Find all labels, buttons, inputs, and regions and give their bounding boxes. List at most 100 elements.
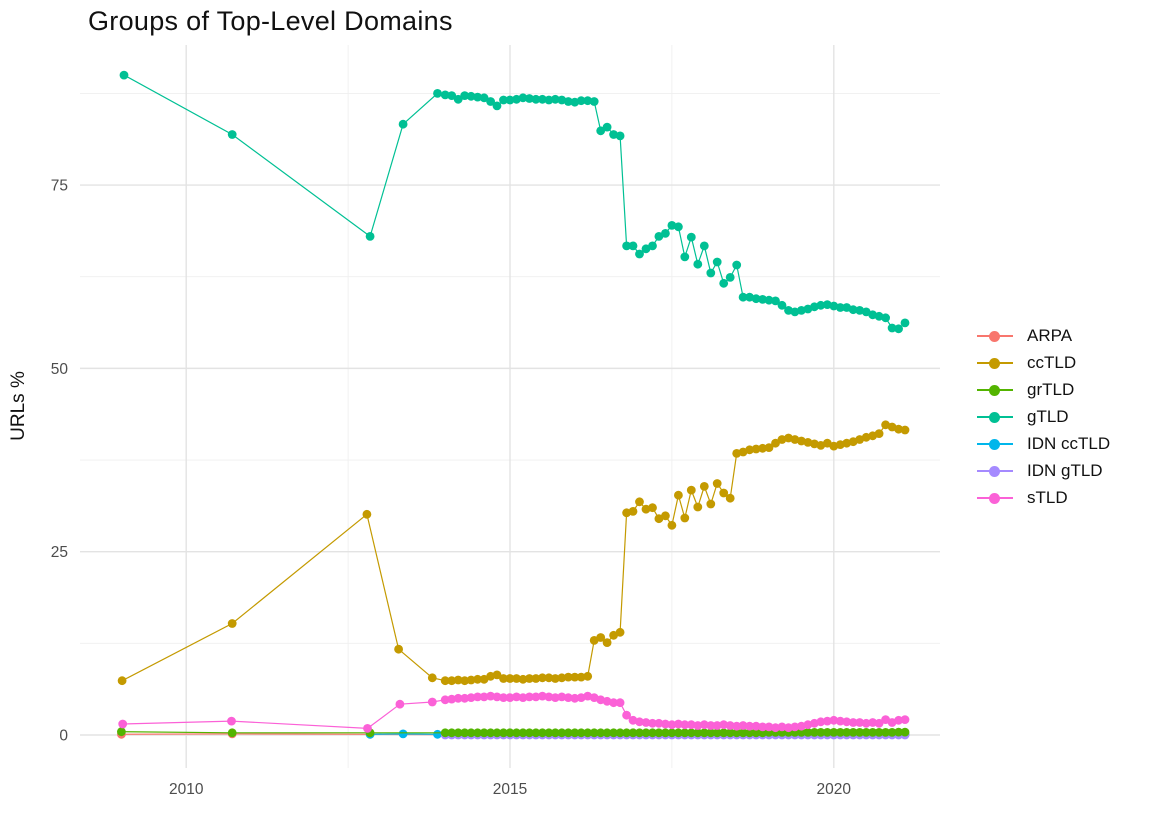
series-ccTLD-point xyxy=(745,445,754,455)
series-sTLD-point xyxy=(868,718,878,727)
series-sTLD-point xyxy=(395,699,405,709)
series-grTLD-point xyxy=(874,728,884,737)
series-grTLD-point xyxy=(486,728,495,738)
series-gTLD-point xyxy=(544,95,554,105)
series-grTLD-point xyxy=(570,728,580,738)
series-ccTLD-point xyxy=(525,674,534,683)
series-sTLD-point xyxy=(544,692,554,702)
series-sTLD-point xyxy=(505,693,515,702)
series-gTLD-point xyxy=(505,95,515,105)
series-sTLD-point xyxy=(512,692,521,702)
series-gTLD xyxy=(119,70,910,334)
series-sTLD-point xyxy=(654,718,664,728)
series-ccTLD-point xyxy=(596,633,606,642)
series-sTLD-point xyxy=(680,720,690,730)
series-ccTLD-point xyxy=(635,497,644,507)
series-sTLD-point xyxy=(855,718,865,727)
series-gTLD-point xyxy=(460,91,470,100)
series-grTLD-point xyxy=(473,728,482,738)
series-gTLD-point xyxy=(492,101,502,111)
series-sTLD-point xyxy=(363,724,372,733)
series-sTLD-point xyxy=(570,693,580,703)
series-grTLD-point xyxy=(492,728,502,738)
series-gTLD-point xyxy=(589,97,599,106)
series-sTLD-point xyxy=(732,721,742,731)
y-tick-label-0: 0 xyxy=(59,728,68,745)
series-grTLD-point xyxy=(745,728,754,738)
series-gTLD-point xyxy=(751,294,761,304)
legend-item-cctld: ccTLD xyxy=(977,353,1110,372)
series-grTLD-point xyxy=(576,728,586,738)
series-gTLD-point xyxy=(466,91,476,101)
series-grTLD-point xyxy=(635,728,644,738)
series-grTLD-point xyxy=(887,728,897,737)
series-gTLD-point xyxy=(661,229,670,238)
legend-item-idn-gtld: IDN gTLD xyxy=(977,461,1110,480)
legend-key-icon xyxy=(977,408,1013,426)
legend-item-gtld: gTLD xyxy=(977,407,1110,426)
series-ccTLD-point xyxy=(563,672,573,682)
series-gTLD-point xyxy=(848,305,858,315)
series-ccTLD-point xyxy=(544,673,554,683)
series-grTLD-point xyxy=(674,728,683,738)
series-sTLD-point xyxy=(829,715,839,725)
series-gTLD-point xyxy=(712,257,722,267)
series-grTLD-point xyxy=(518,728,528,738)
series-gTLD-point xyxy=(628,241,638,251)
series-ccTLD-point xyxy=(693,502,703,512)
series-ccTLD-point xyxy=(719,488,729,498)
series-gTLD-point xyxy=(440,90,450,100)
series-ccTLD-point xyxy=(725,493,735,503)
series-ccTLD-point xyxy=(894,424,903,434)
series-ccTLD-point xyxy=(874,429,884,438)
series-sTLD-point xyxy=(738,721,748,730)
legend-key-dot xyxy=(989,411,1000,423)
series-sTLD-point xyxy=(771,723,780,733)
series-grTLD-point xyxy=(686,728,696,738)
series-ccTLD-point xyxy=(706,499,716,509)
series-grTLD-point xyxy=(583,728,593,738)
series-sTLD-point xyxy=(822,716,832,726)
series-gTLD-point xyxy=(499,95,508,105)
series-gTLD-point xyxy=(680,252,690,262)
series-gTLD-point xyxy=(894,324,903,334)
series-grTLD-point xyxy=(460,728,470,738)
legend-label: ARPA xyxy=(1027,326,1073,345)
series-grTLD-point xyxy=(842,728,852,737)
chart-title: Groups of Top-Level Domains xyxy=(88,6,453,36)
series-grTLD-point xyxy=(622,728,631,738)
series-ccTLD-point xyxy=(550,674,560,683)
series-ccTLD-point xyxy=(661,511,670,521)
series-sTLD-point xyxy=(538,691,547,701)
series-sTLD-point xyxy=(719,720,729,730)
series-gTLD-point xyxy=(596,126,606,136)
series-gTLD-point xyxy=(648,241,657,251)
legend-key-dot xyxy=(989,330,1000,342)
series-sTLD-point xyxy=(492,692,502,702)
series-grTLD-point xyxy=(499,728,508,738)
legend-key-icon xyxy=(977,489,1013,507)
series-grTLD-point xyxy=(797,728,806,737)
series-gTLD-point xyxy=(518,93,528,103)
series-sTLD-point xyxy=(609,698,618,708)
series-ccTLD-point xyxy=(512,674,521,683)
series-sTLD-point xyxy=(479,692,489,702)
series-sTLD-point xyxy=(667,720,677,730)
legend-label: IDN ccTLD xyxy=(1027,434,1111,453)
series-ccTLD xyxy=(117,420,910,686)
series-gTLD-point xyxy=(758,295,767,304)
series-sTLD-point xyxy=(874,718,884,728)
series-grTLD-point xyxy=(479,728,489,738)
series-grTLD-point xyxy=(227,728,237,738)
series-sTLD-point xyxy=(227,716,236,726)
series-ccTLD-point xyxy=(531,674,541,683)
series-gTLD-point xyxy=(473,92,482,102)
series-grTLD-point xyxy=(453,728,463,738)
series-grTLD-point xyxy=(544,728,554,738)
series-ccTLD-point xyxy=(557,673,567,683)
series-ccTLD-point xyxy=(492,670,502,680)
series-grTLD-point xyxy=(440,728,450,738)
series-sTLD-point xyxy=(615,698,625,708)
series-sTLD-point xyxy=(745,721,754,731)
